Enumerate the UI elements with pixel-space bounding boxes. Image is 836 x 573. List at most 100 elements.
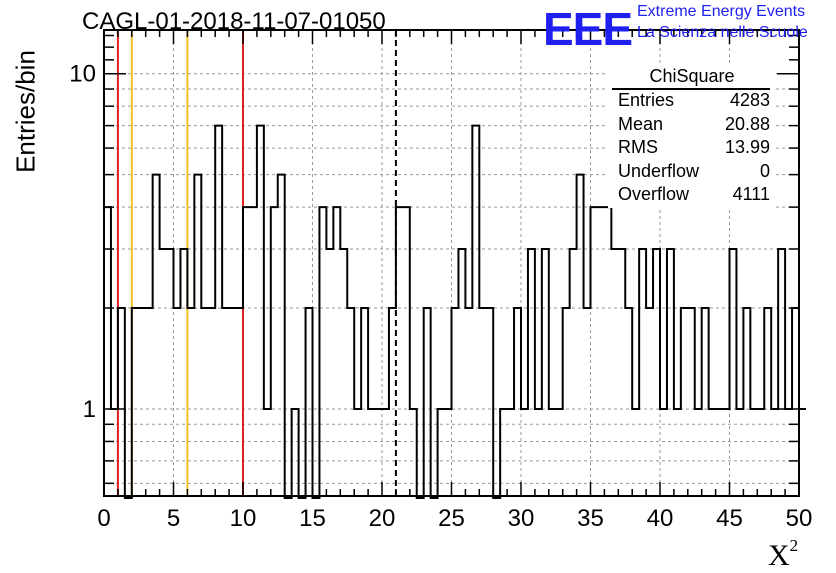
chart-title: CAGL-01-2018-11-07-01050 bbox=[82, 8, 386, 35]
stats-label: RMS bbox=[618, 137, 658, 157]
stats-value: 0 bbox=[759, 160, 770, 181]
histogram-bin bbox=[382, 409, 389, 498]
histogram-bin bbox=[396, 207, 403, 498]
histogram-bin bbox=[570, 249, 577, 498]
histogram-bin bbox=[507, 409, 514, 498]
histogram-bin bbox=[653, 249, 660, 498]
histogram-bin bbox=[306, 308, 313, 498]
histogram-bin bbox=[174, 308, 181, 498]
y-tick-label: 1 bbox=[83, 396, 96, 423]
x-tick-label: 35 bbox=[577, 505, 604, 532]
histogram-bin bbox=[556, 409, 563, 498]
x-tick-label: 50 bbox=[786, 505, 813, 532]
histogram-bin bbox=[730, 249, 737, 498]
stats-label: Entries bbox=[618, 90, 675, 110]
histogram-bin bbox=[785, 409, 792, 498]
histogram-bin bbox=[535, 409, 542, 498]
stats-row-rms: RMS 13.99 bbox=[608, 137, 776, 161]
x-tick-label: 15 bbox=[299, 505, 326, 532]
histogram-bin bbox=[250, 207, 257, 498]
stats-row-overflow: Overflow 4111 bbox=[608, 184, 776, 208]
x-axis-label: X2 bbox=[768, 536, 798, 573]
x-tick-label: 30 bbox=[508, 505, 535, 532]
histogram-bin bbox=[584, 308, 591, 498]
histogram-bin bbox=[458, 249, 465, 498]
histogram-bin bbox=[577, 175, 584, 498]
histogram-bin bbox=[764, 308, 771, 498]
x-tick-label: 0 bbox=[97, 505, 110, 532]
histogram-bin bbox=[604, 207, 611, 498]
stats-label: Overflow bbox=[618, 184, 690, 204]
histogram-bin bbox=[368, 409, 375, 498]
histogram-bin bbox=[167, 249, 174, 498]
histogram-bin bbox=[243, 207, 250, 498]
histogram-bin bbox=[486, 308, 493, 498]
histogram-bin bbox=[500, 409, 507, 498]
histogram-bin bbox=[139, 308, 146, 498]
histogram-bin bbox=[146, 308, 153, 498]
histogram-bin bbox=[118, 308, 125, 498]
histogram-bin bbox=[333, 207, 340, 498]
histogram-bin bbox=[716, 409, 723, 498]
histogram-bin bbox=[660, 409, 667, 498]
stats-box-divider bbox=[612, 88, 770, 90]
histogram-bin bbox=[632, 409, 639, 498]
eee-logo: EEE bbox=[543, 3, 633, 55]
histogram-bin bbox=[445, 409, 452, 498]
histogram-bin bbox=[465, 308, 472, 498]
histogram-bin bbox=[591, 207, 598, 498]
histogram-bin bbox=[792, 308, 799, 498]
histogram-bin bbox=[514, 308, 521, 498]
y-tick-label: 10 bbox=[69, 61, 96, 88]
org-name-line2: La Scienza nelle Scuole bbox=[637, 24, 808, 41]
histogram-bin bbox=[153, 175, 160, 498]
histogram-bin bbox=[375, 409, 382, 498]
stats-box-name: ChiSquare bbox=[649, 66, 735, 86]
histogram-bin bbox=[611, 249, 618, 498]
histogram-bin bbox=[278, 175, 285, 498]
stats-row-entries: Entries 4283 bbox=[608, 90, 776, 114]
stats-value: 20.88 bbox=[724, 113, 770, 134]
histogram-bin bbox=[354, 409, 361, 498]
x-tick-label: 45 bbox=[716, 505, 743, 532]
histogram-bin bbox=[695, 409, 702, 498]
histogram-bin bbox=[521, 409, 528, 498]
stats-value: 4111 bbox=[732, 184, 770, 204]
stats-label: Underflow bbox=[618, 160, 700, 181]
histogram-bin bbox=[472, 126, 479, 498]
histogram-bin bbox=[702, 308, 709, 498]
histogram-bin bbox=[104, 207, 111, 498]
histogram-bin bbox=[674, 409, 681, 498]
stats-row-underflow: Underflow 0 bbox=[608, 161, 776, 185]
histogram-bin bbox=[194, 175, 201, 498]
histogram-bin bbox=[132, 308, 139, 498]
histogram-bin bbox=[201, 308, 208, 498]
histogram-bin bbox=[222, 308, 229, 498]
histogram-bin bbox=[347, 308, 354, 498]
histogram-bin bbox=[667, 249, 674, 498]
x-tick-label: 20 bbox=[369, 505, 396, 532]
histogram-bin bbox=[542, 249, 549, 498]
histogram-bin bbox=[778, 249, 785, 498]
histogram-bin bbox=[479, 308, 486, 498]
histogram-layer bbox=[104, 124, 806, 499]
histogram-bin bbox=[688, 308, 695, 498]
x-tick-label: 5 bbox=[167, 505, 180, 532]
org-name-line1: Extreme Energy Events bbox=[637, 3, 806, 20]
histogram-bin bbox=[625, 308, 632, 498]
histogram-outline bbox=[104, 124, 806, 499]
histogram-bin bbox=[646, 308, 653, 498]
histogram-bin bbox=[229, 308, 236, 498]
histogram-bin bbox=[236, 308, 243, 498]
grid-layer bbox=[104, 30, 799, 496]
histogram-bin bbox=[180, 249, 187, 498]
histogram-bin bbox=[257, 126, 264, 498]
stats-box: ChiSquare Entries 4283 Mean 20.88 RMS 13… bbox=[608, 66, 776, 208]
histogram-bin bbox=[361, 308, 368, 498]
histogram-bin bbox=[681, 308, 688, 498]
stats-row-mean: Mean 20.88 bbox=[608, 114, 776, 138]
histogram-bin bbox=[319, 207, 326, 498]
stats-value: 13.99 bbox=[724, 137, 770, 157]
x-tick-label: 25 bbox=[438, 505, 465, 532]
x-tick-label: 40 bbox=[647, 505, 674, 532]
